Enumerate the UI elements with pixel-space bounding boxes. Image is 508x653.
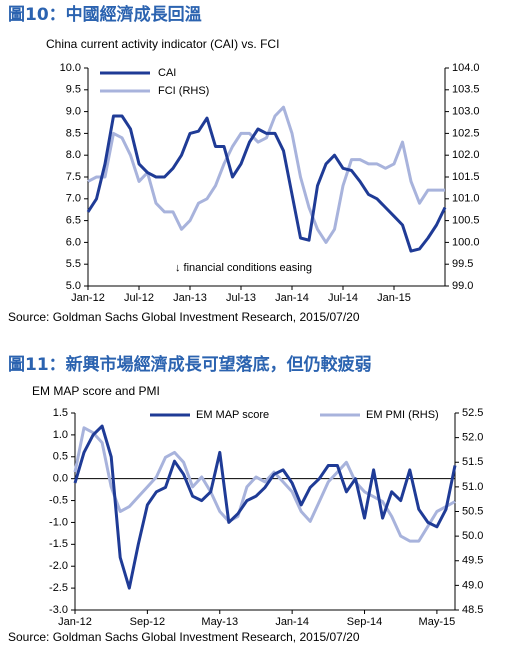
y2-tick-label: 103.5 <box>452 84 480 96</box>
y2-tick-label: 102.0 <box>452 149 480 161</box>
y-tick-label: 9.0 <box>66 106 81 118</box>
y2-tick-label: 52.0 <box>462 432 483 444</box>
series-line <box>87 105 445 244</box>
y2-tick-label: 49.5 <box>462 555 483 567</box>
y2-tick-label: 101.0 <box>452 193 480 205</box>
x-tick-label: Jul-12 <box>124 292 154 304</box>
y2-tick-label: 104.0 <box>452 62 480 74</box>
y-tick-label: -1.5 <box>49 538 68 550</box>
y-tick-label: 0.0 <box>53 473 68 485</box>
y2-tick-label: 100.0 <box>452 236 480 248</box>
y-tick-label: 6.5 <box>66 215 81 227</box>
series-line <box>86 114 447 253</box>
legend-label: FCI (RHS) <box>158 85 209 97</box>
y2-tick-label: 99.5 <box>452 258 473 270</box>
series-line <box>73 426 456 543</box>
x-tick-label: May-15 <box>419 616 456 628</box>
y-tick-label: -3.0 <box>49 604 68 616</box>
y-tick-label: -2.5 <box>49 582 68 594</box>
x-tick-label: Jul-14 <box>328 292 358 304</box>
x-tick-label: Sep-12 <box>130 616 165 628</box>
x-tick-label: Jan-14 <box>275 616 309 628</box>
y2-tick-label: 48.5 <box>462 604 483 616</box>
y-tick-label: 7.0 <box>66 193 81 205</box>
y-tick-label: 8.0 <box>66 149 81 161</box>
y2-tick-label: 50.0 <box>462 530 483 542</box>
y-tick-label: 5.5 <box>66 258 81 270</box>
y-tick-label: 1.0 <box>53 429 68 441</box>
annotation: ↓ financial conditions easing <box>175 262 312 274</box>
legend-label: EM PMI (RHS) <box>366 409 439 421</box>
chart-title: EM MAP score and PMI <box>32 384 160 398</box>
y-tick-label: 7.5 <box>66 171 81 183</box>
legend-label: EM MAP score <box>196 409 269 421</box>
y2-tick-label: 101.5 <box>452 171 480 183</box>
y2-tick-label: 100.5 <box>452 215 480 227</box>
chart-title: China current activity indicator (CAI) v… <box>46 37 279 51</box>
figure-title: 圖11：新興市場經濟成長可望落底，但仍較疲弱 <box>8 354 372 375</box>
x-tick-label: May-13 <box>201 616 238 628</box>
y2-tick-label: 50.5 <box>462 505 483 517</box>
x-tick-label: Jan-13 <box>173 292 207 304</box>
y-tick-label: 0.5 <box>53 451 68 463</box>
y2-tick-label: 51.0 <box>462 481 483 493</box>
x-tick-label: Jan-12 <box>71 292 105 304</box>
source: Source: Goldman Sachs Global Investment … <box>8 630 360 644</box>
y-tick-label: 10.0 <box>60 62 81 74</box>
y-tick-label: -1.0 <box>49 516 68 528</box>
y2-tick-label: 49.0 <box>462 579 483 591</box>
y2-tick-label: 103.0 <box>452 106 480 118</box>
y-tick-label: -0.5 <box>49 494 68 506</box>
y2-tick-label: 52.5 <box>462 407 483 419</box>
x-tick-label: Jan-15 <box>377 292 411 304</box>
x-tick-label: Jan-12 <box>58 616 92 628</box>
series-line <box>73 424 457 590</box>
y2-tick-label: 51.5 <box>462 456 483 468</box>
x-tick-label: Jan-14 <box>275 292 309 304</box>
y-tick-label: 9.5 <box>66 84 81 96</box>
y-tick-label: 5.0 <box>66 280 81 292</box>
y2-tick-label: 99.0 <box>452 280 473 292</box>
y-tick-label: 1.5 <box>53 407 68 419</box>
x-tick-label: Sep-14 <box>347 616 382 628</box>
y-tick-label: -2.0 <box>49 560 68 572</box>
legend-label: CAI <box>158 67 176 79</box>
x-tick-label: Jul-13 <box>226 292 256 304</box>
source: Source: Goldman Sachs Global Investment … <box>8 310 360 324</box>
y2-tick-label: 102.5 <box>452 127 480 139</box>
figure-title: 圖10：中國經濟成長回溫 <box>8 4 202 25</box>
y-tick-label: 8.5 <box>66 127 81 139</box>
y-tick-label: 6.0 <box>66 236 81 248</box>
